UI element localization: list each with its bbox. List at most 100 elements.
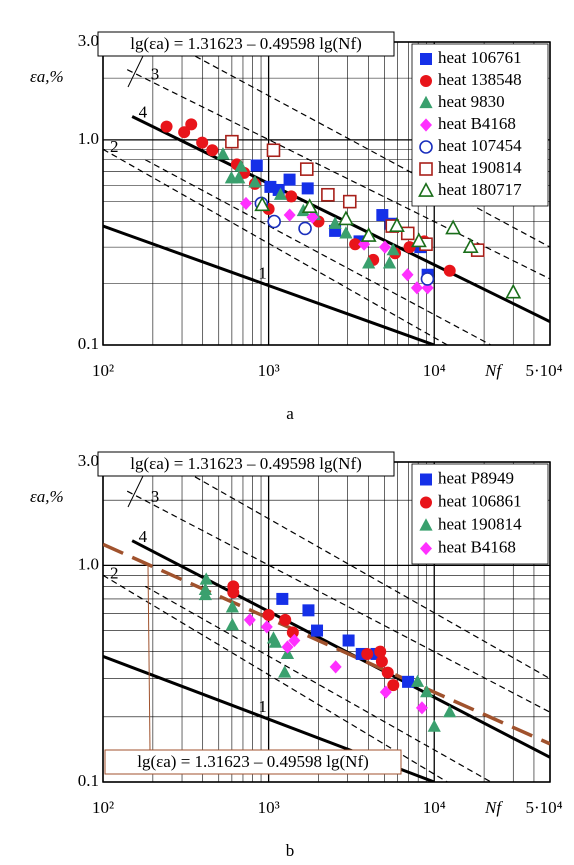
annotation: lg(εa) = 1.31623 – 0.49598 lg(Nf): [137, 752, 369, 771]
marker-circle: [178, 126, 191, 139]
marker-square: [266, 143, 281, 158]
marker-triangle: [410, 232, 427, 248]
x-axis-label: Nf: [484, 361, 503, 380]
reference-lines: [103, 42, 550, 345]
x-tick-label: 10⁴: [423, 361, 446, 380]
marker-triangle: [232, 171, 246, 184]
marker-circle: [206, 144, 219, 157]
panel-label: b: [286, 841, 295, 860]
marker-triangle: [278, 665, 292, 678]
annotation: lg(εa) = 1.31623 – 0.49598 lg(Nf): [130, 454, 362, 473]
marker-circle: [298, 221, 312, 236]
y-tick-label: 3.0: [78, 31, 99, 50]
marker-square: [283, 173, 296, 186]
marker-circle: [286, 626, 299, 639]
marker-circle: [227, 586, 240, 599]
marker-triangle: [443, 704, 457, 718]
marker-triangle: [198, 582, 212, 596]
marker-circle: [279, 613, 292, 626]
marker-diamond: [329, 660, 342, 674]
marker-square: [400, 226, 415, 241]
marker-circle: [361, 647, 374, 660]
marker-circle: [349, 238, 362, 251]
legend-label: heat 190814: [438, 514, 522, 533]
marker-square: [250, 159, 263, 172]
marker-triangle: [360, 227, 377, 242]
marker-square: [301, 182, 314, 195]
legend-label: heat 180717: [438, 180, 522, 199]
marker-square: [420, 53, 432, 65]
marker-square: [321, 187, 335, 202]
x-tick-label: 10³: [258, 798, 280, 817]
marker-diamond: [288, 633, 301, 648]
x-tick-label: 10³: [258, 361, 280, 380]
legend: heat P8949 heat 106861 heat 190814 heat B41…: [411, 463, 549, 565]
annotation-box: [97, 31, 395, 57]
y-tick-label: 1.0: [78, 554, 99, 573]
marker-triangle: [388, 217, 405, 232]
y-axis-label: εa,%: [30, 487, 64, 506]
marker-diamond: [410, 281, 423, 295]
x-tick-label: 10²: [92, 798, 114, 817]
marker-square: [311, 624, 324, 637]
marker-diamond: [378, 240, 391, 254]
marker-circle: [387, 679, 400, 692]
points: [198, 572, 457, 732]
marker-diamond: [401, 268, 414, 282]
line-label: 1: [258, 263, 267, 282]
marker-circle: [420, 496, 432, 509]
legend-label: heat 9830: [438, 92, 505, 111]
line-label: 3: [151, 64, 160, 83]
marker-triangle: [420, 684, 434, 698]
marker-circle: [267, 214, 281, 229]
legend-label: heat 106861: [438, 491, 522, 510]
legend-label: heat B4168: [438, 537, 516, 556]
annotation-connector: [147, 565, 151, 751]
marker-triangle: [419, 95, 433, 109]
marker-triangle: [505, 283, 522, 299]
marker-diamond: [420, 541, 432, 556]
panel-label: a: [286, 404, 294, 423]
marker-square: [225, 134, 239, 149]
marker-circle: [381, 666, 394, 679]
annotation-connector: [127, 55, 144, 88]
line-label: 4: [139, 103, 148, 122]
reference-line: [144, 585, 492, 782]
points: [160, 118, 522, 299]
marker-triangle: [199, 572, 213, 585]
marker-diamond: [281, 640, 294, 654]
marker-square: [420, 473, 432, 486]
y-axis-label: εa,%: [30, 67, 64, 86]
marker-triangle: [362, 256, 376, 269]
x-tick-label: 5·10⁴: [525, 361, 562, 380]
marker-circle: [160, 120, 173, 133]
marker-circle: [196, 136, 209, 149]
marker-diamond: [420, 118, 432, 132]
legend: heat 106761 heat 138548 heat 9830 heat B416…: [411, 43, 549, 207]
marker-circle: [285, 190, 298, 203]
marker-triangle: [386, 242, 400, 256]
line-label: 1: [258, 697, 267, 716]
marker-square: [342, 634, 355, 647]
marker-diamond: [415, 701, 428, 715]
y-tick-label: 3.0: [78, 451, 99, 470]
reference-line: [103, 148, 448, 345]
x-tick-label: 5·10⁴: [525, 798, 562, 817]
marker-diamond: [260, 620, 273, 634]
reference-line: [168, 462, 550, 680]
marker-square: [419, 162, 433, 176]
marker-circle: [262, 609, 275, 622]
line-label: 4: [139, 527, 148, 546]
marker-diamond: [239, 196, 252, 211]
marker-triangle: [427, 719, 441, 732]
y-tick-label: 0.1: [78, 771, 99, 790]
marker-circle: [443, 264, 456, 277]
marker-triangle: [216, 147, 230, 160]
reference-line: [103, 574, 448, 782]
marker-triangle: [225, 600, 239, 613]
marker-circle: [374, 645, 387, 658]
legend-label: heat P8949: [438, 468, 514, 487]
marker-triangle: [273, 187, 288, 200]
legend-box: [411, 43, 549, 207]
